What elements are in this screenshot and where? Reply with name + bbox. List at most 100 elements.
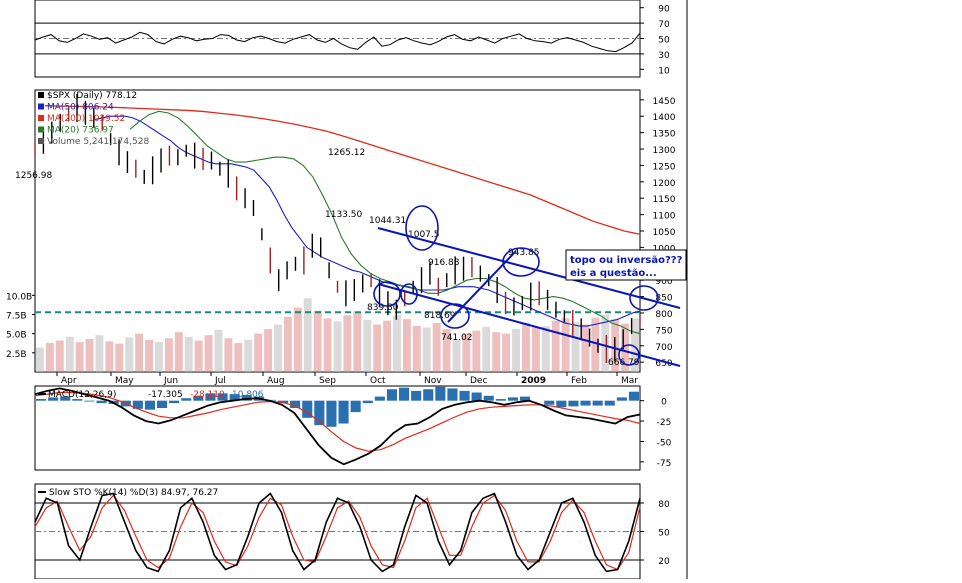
price-ytick-label: 1300 (653, 146, 676, 156)
volume-axis-label: 2.5B (6, 350, 27, 360)
volume-bar (452, 339, 461, 372)
volume-bar (373, 324, 382, 372)
macd-histogram-bar (157, 400, 168, 409)
month-label: 2009 (521, 376, 546, 386)
legend-swatch (38, 92, 44, 98)
macd-legend-hist: 10.806 (232, 390, 264, 400)
price-annotation: 839.80 (367, 303, 399, 313)
macd-histogram-bar (60, 396, 71, 401)
price-ytick-label: 1200 (653, 179, 676, 189)
month-label: Feb (571, 376, 587, 386)
macd-histogram-bar (350, 400, 361, 413)
volume-bar (601, 314, 610, 372)
macd-histogram-bar (483, 395, 494, 401)
volume-bar (412, 326, 421, 372)
volume-bar (502, 333, 511, 372)
macd-ytick-label: -25 (657, 418, 672, 428)
price-ytick-label: 900 (655, 277, 672, 287)
price-ytick-label: 650 (655, 359, 672, 369)
volume-bar (214, 329, 223, 372)
volume-bar (174, 332, 183, 372)
volume-bar (442, 329, 451, 372)
volume-bar (313, 310, 322, 372)
volume-bar (482, 326, 491, 372)
volume-bar (333, 321, 342, 372)
price-annotation: 1044.31 (369, 216, 406, 226)
volume-bar (363, 319, 372, 372)
price-ytick-label: 1050 (653, 228, 676, 238)
macd-histogram-bar (193, 395, 204, 401)
volume-bar (561, 318, 570, 372)
macd-histogram-bar (290, 400, 301, 409)
macd-histogram-bar (520, 396, 531, 401)
volume-bar (234, 342, 243, 372)
month-label: Mar (621, 376, 638, 386)
volume-bar (36, 347, 44, 372)
annotation-circle (440, 303, 470, 329)
volume-bar (343, 315, 352, 372)
rsi-ytick-label: 50 (658, 36, 670, 46)
annotation-circle (405, 205, 439, 251)
legend-swatch (38, 126, 44, 133)
macd-histogram-bar (48, 397, 59, 401)
volume-bar (224, 338, 233, 372)
volume-bar (581, 324, 590, 372)
macd-histogram-bar (72, 399, 83, 401)
macd-histogram-bar (362, 400, 373, 404)
macd-histogram-bar (423, 389, 434, 401)
volume-bar (462, 333, 471, 372)
volume-axis-label: 5.0B (6, 331, 27, 341)
macd-histogram-bar (616, 397, 627, 401)
macd-histogram-bar (169, 400, 180, 404)
sto-ytick-label: 50 (658, 529, 670, 539)
callout-line-2: eis a questão... (570, 268, 657, 279)
macd-histogram-bar (568, 400, 579, 407)
month-label: Dec (470, 376, 487, 386)
price-annotation: 1133.50 (325, 210, 362, 220)
macd-legend-name: MACD(12,26,9) (48, 390, 116, 400)
macd-histogram-bar (386, 389, 397, 401)
macd-histogram-bar (399, 387, 410, 401)
volume-axis-label: 7.5B (6, 312, 27, 322)
price-annotation: 818.69 (424, 311, 456, 321)
volume-bar (283, 316, 292, 372)
volume-bar (115, 343, 124, 372)
legend-swatch (38, 138, 44, 144)
volume-bar (631, 318, 639, 372)
volume-bar (204, 335, 213, 372)
rsi-ytick-label: 10 (658, 66, 670, 76)
rsi-line (34, 31, 641, 53)
macd-histogram-bar (84, 400, 95, 402)
macd-histogram-bar (556, 400, 567, 408)
volume-bar (274, 324, 282, 372)
rsi-ytick-label: 70 (658, 20, 670, 30)
macd-histogram-bar (205, 393, 216, 401)
volume-bar (303, 298, 312, 372)
month-label: Aug (267, 376, 285, 386)
channel-lower-line (377, 283, 681, 367)
sto-ytick-label: 20 (658, 557, 670, 567)
macd-histogram-bar (181, 398, 192, 401)
macd-histogram-bar (217, 393, 228, 401)
volume-bar (293, 307, 302, 372)
price-ytick-label: 1400 (653, 113, 676, 123)
macd-histogram-bar (471, 392, 482, 401)
volume-bar (184, 336, 193, 372)
volume-bar (551, 320, 560, 372)
volume-bar (512, 329, 520, 372)
volume-bar (571, 322, 580, 372)
price-ytick-label: 1000 (653, 244, 676, 254)
channel-cross-line (447, 250, 517, 323)
legend-entry: Volume 5,241,174,528 (47, 137, 149, 147)
price-ytick-label: 1350 (653, 130, 676, 140)
callout-box (565, 249, 687, 281)
volume-bar (65, 336, 74, 372)
volume-bar (353, 311, 362, 372)
month-label: Oct (370, 376, 386, 386)
volume-bar (85, 339, 94, 372)
macd-histogram-bar (628, 391, 639, 401)
volume-bar (422, 327, 431, 372)
volume-bar (591, 317, 600, 372)
volume-bar (135, 333, 144, 372)
